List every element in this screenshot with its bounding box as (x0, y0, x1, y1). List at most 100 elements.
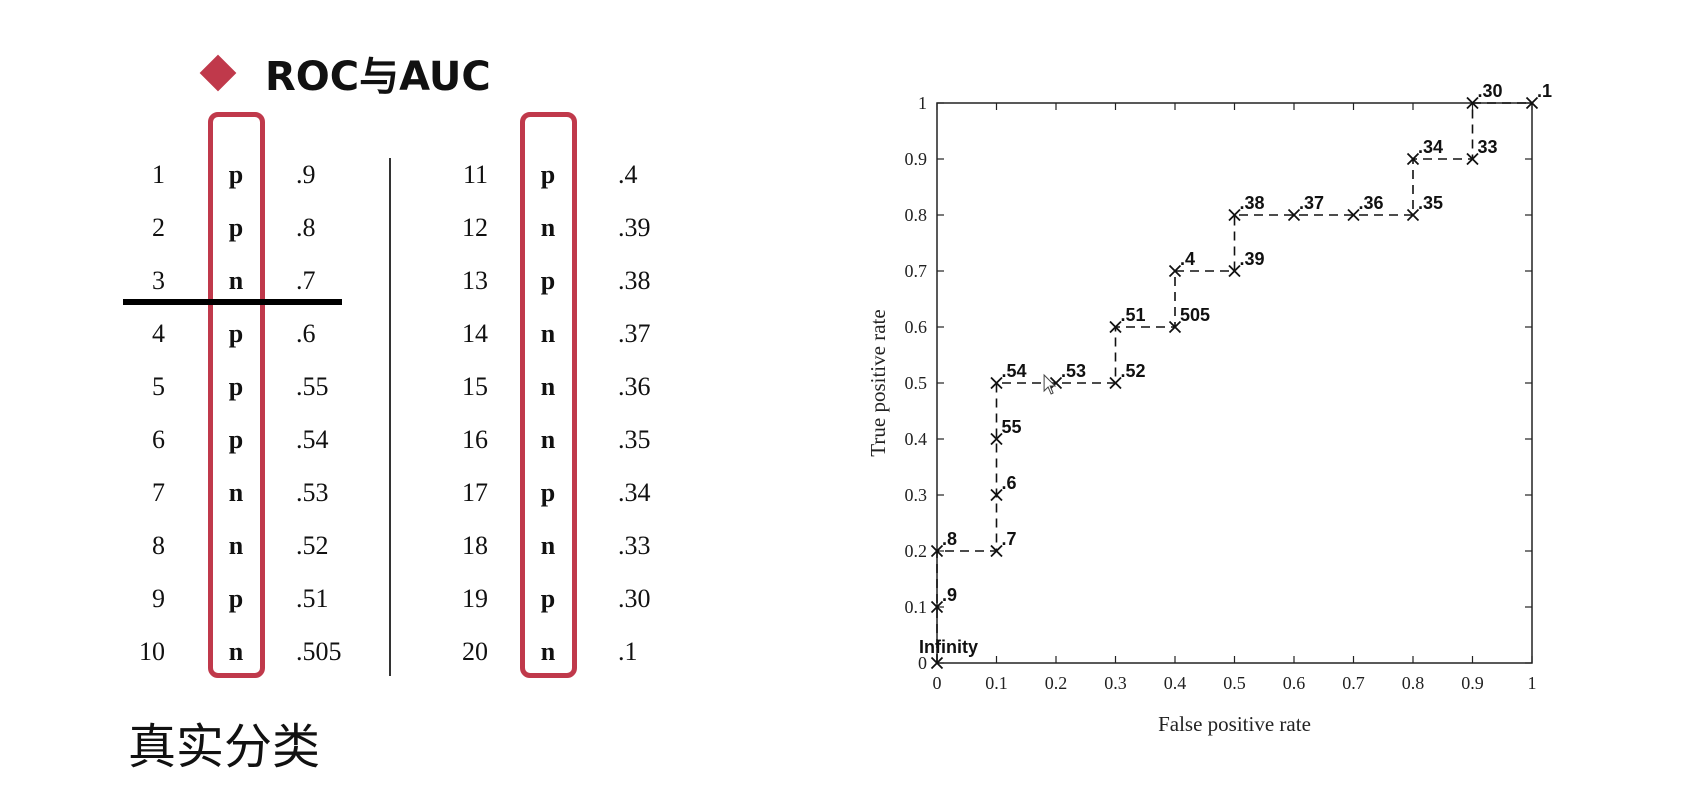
data-point-label: 33 (1478, 137, 1498, 157)
table-label-cell: p (540, 478, 556, 507)
roc-chart: 0 0.1 0.2 0.3 0.4 0.5 0.6 0.7 0.8 0.9 1 0 0.1 0.2 0.3 0… (866, 81, 1552, 736)
x-axis-label: False positive rate (1158, 712, 1311, 736)
roc-point-marker (1406, 152, 1420, 166)
table-score-cell: .35 (618, 425, 651, 454)
table-score-cell: .8 (296, 213, 316, 242)
right-label-highlight-box (520, 112, 577, 678)
x-tick-label: 0.8 (1402, 673, 1425, 693)
roc-point-marker (930, 544, 944, 558)
table-score-cell: .4 (618, 160, 638, 189)
data-point-label: .52 (1121, 361, 1146, 381)
table-rank-cell: 7 (152, 478, 165, 507)
data-point-label: .9 (942, 585, 957, 605)
table-label-cell: p (228, 319, 244, 348)
data-point-label: .36 (1359, 193, 1384, 213)
roc-point-marker (1168, 320, 1182, 334)
roc-point-marker (1347, 208, 1360, 222)
x-tick-label: 0.9 (1461, 673, 1484, 693)
roc-point-marker (1228, 264, 1241, 278)
left-label-highlight-box (208, 112, 265, 678)
data-point-label: .7 (1002, 529, 1017, 549)
data-point-label: 55 (1002, 417, 1022, 437)
plot-frame (936, 102, 1533, 664)
table-rank-cell: 10 (139, 637, 165, 666)
table-label-cell: p (540, 160, 556, 189)
table-rank-cell: 6 (152, 425, 165, 454)
data-point-label: .8 (942, 529, 957, 549)
table-rank-cell: 1 (152, 160, 165, 189)
x-tick-label: 1 (1528, 673, 1537, 693)
roc-point-marker (990, 488, 1003, 502)
table-label-cell: p (228, 372, 244, 401)
table-rank-cell: 9 (152, 584, 165, 613)
y-tick-label: 0.1 (905, 597, 928, 617)
table-rank-cell: 2 (152, 213, 165, 242)
table-label-cell: n (228, 531, 244, 560)
data-point-label: 505 (1180, 305, 1210, 325)
x-tick-label: 0 (933, 673, 942, 693)
table-rank-cell: 19 (462, 584, 488, 613)
table-score-cell: .9 (296, 160, 316, 189)
table-rank-cell: 13 (462, 266, 488, 295)
column-divider (389, 158, 391, 676)
data-point-label: .39 (1240, 249, 1265, 269)
x-tick-label: 0.6 (1283, 673, 1306, 693)
data-point-label: .30 (1478, 81, 1503, 101)
table-label-cell: p (228, 584, 244, 613)
table-rank-cell: 5 (152, 372, 165, 401)
data-point-label: .54 (1002, 361, 1027, 381)
slide-title-text: ROC与AUC (265, 54, 491, 100)
y-tick-label: 0.2 (905, 541, 928, 561)
roc-point-marker (1525, 96, 1539, 110)
diamond-bullet-icon (199, 54, 237, 92)
data-point-label: .4 (1180, 249, 1195, 269)
table-rank-cell: 20 (462, 637, 488, 666)
table-label-cell: p (540, 584, 556, 613)
table-rank-cell: 14 (462, 319, 488, 348)
y-tick-label: 0.9 (905, 149, 928, 169)
table-label-cell: n (540, 637, 556, 666)
data-point-label: .1 (1537, 81, 1552, 101)
table-label-cell: n (540, 372, 556, 401)
table-score-cell: .54 (296, 425, 329, 454)
x-tick-label: 0.2 (1045, 673, 1068, 693)
y-tick-label: 0.6 (905, 317, 928, 337)
table-rank-cell: 11 (462, 160, 488, 189)
roc-point-marker (990, 544, 1003, 558)
roc-point-marker (1109, 376, 1122, 390)
slide-title: ROC与AUC (199, 45, 491, 101)
table-score-cell: .7 (296, 266, 316, 295)
mouse-cursor-icon (1043, 373, 1057, 395)
table-score-cell: .36 (618, 372, 651, 401)
roc-point-marker (1228, 208, 1241, 222)
y-axis-label: True positive rate (866, 309, 890, 456)
table-label-cell: n (540, 531, 556, 560)
roc-point-marker (1466, 96, 1479, 110)
roc-point-marker (1049, 376, 1063, 390)
roc-point-marker (990, 432, 1003, 446)
table-label-cell: p (228, 160, 244, 189)
x-tick-label: 0.3 (1104, 673, 1127, 693)
roc-point-marker (930, 600, 944, 614)
y-tick-label: 0.4 (905, 429, 928, 449)
table-rank-cell: 16 (462, 425, 488, 454)
x-tick-label: 0.1 (985, 673, 1008, 693)
roc-point-marker (930, 656, 944, 670)
data-point-label: .51 (1121, 305, 1146, 325)
table-score-cell: .38 (618, 266, 651, 295)
x-tick-label: 0.4 (1164, 673, 1187, 693)
roc-point-marker (990, 376, 1003, 390)
roc-point-marker (1287, 208, 1301, 222)
y-tick-label: 0.3 (905, 485, 928, 505)
table-score-cell: .6 (296, 319, 316, 348)
table-score-cell: .33 (618, 531, 651, 560)
table-score-cell: .55 (296, 372, 329, 401)
table-label-cell: n (228, 478, 244, 507)
data-point-label: .53 (1061, 361, 1086, 381)
table-label-cell: p (228, 213, 244, 242)
table-score-cell: .51 (296, 584, 329, 613)
table-label-cell: p (228, 425, 244, 454)
table-label-cell: n (228, 266, 244, 295)
roc-point-marker (1109, 320, 1122, 334)
table-rank-cell: 17 (462, 478, 488, 507)
